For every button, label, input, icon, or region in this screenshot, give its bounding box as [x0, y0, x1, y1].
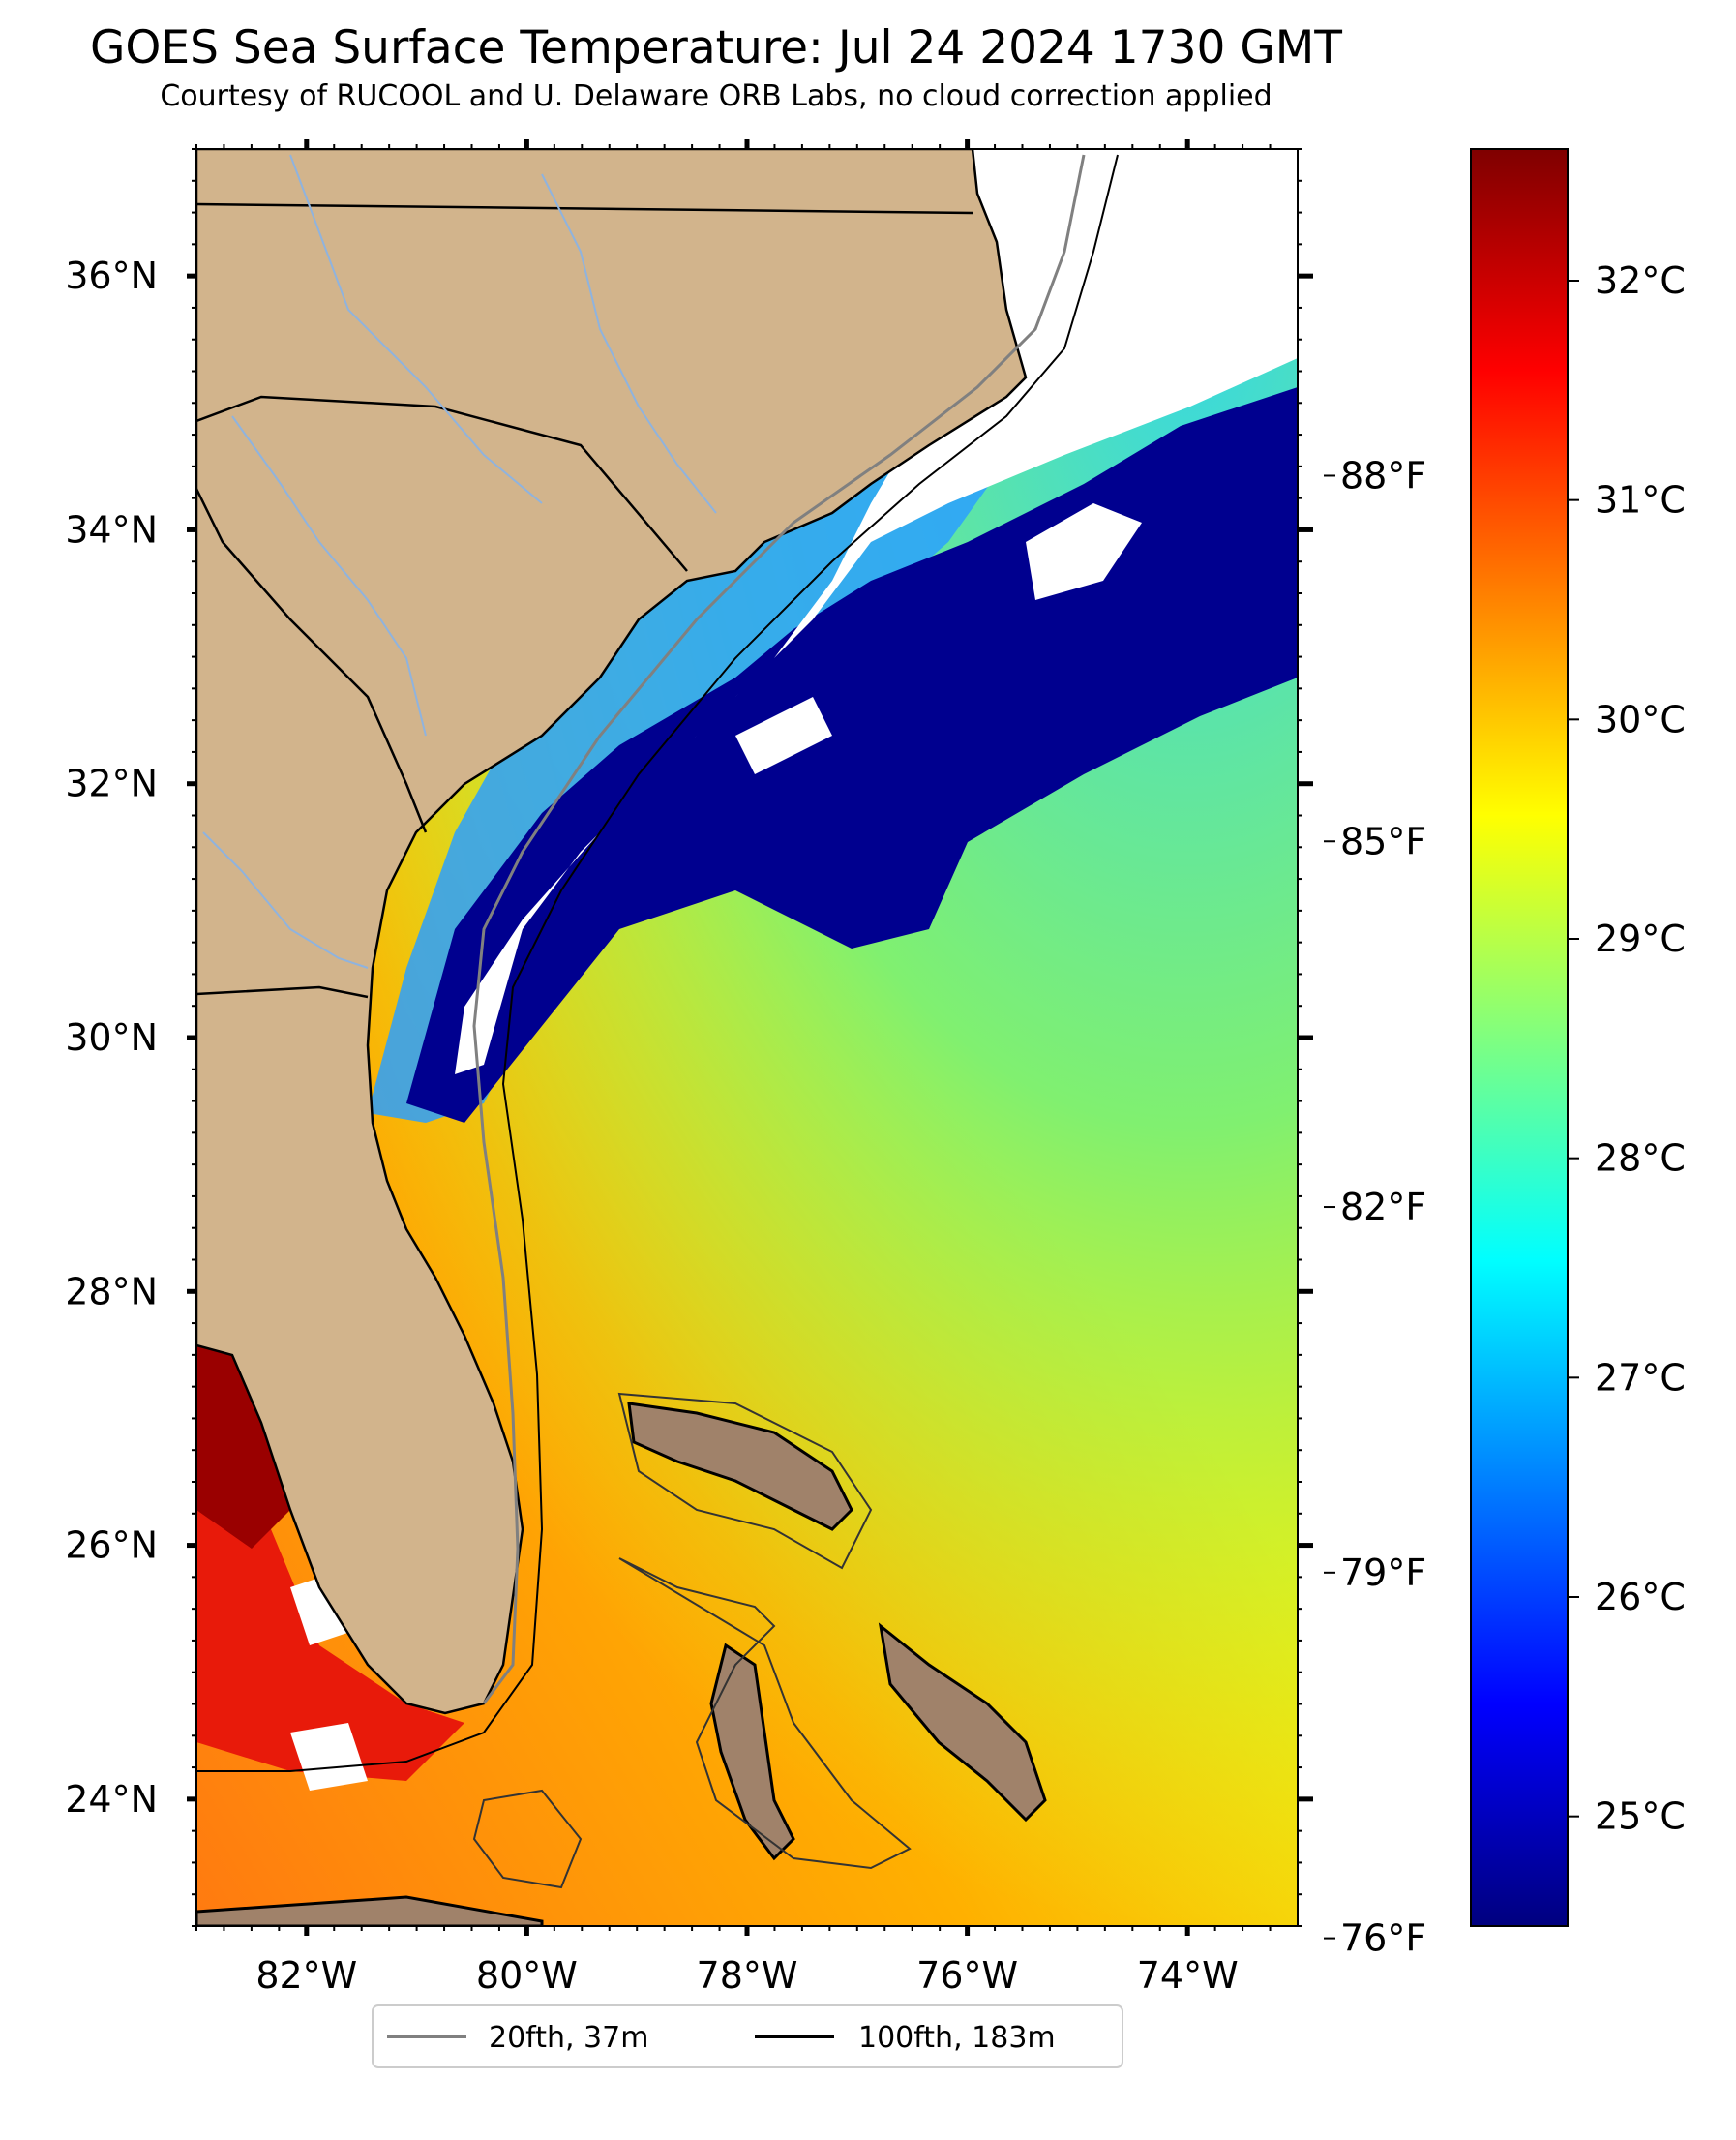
- fahrenheit-tick-label: 85°F: [1340, 820, 1426, 862]
- colorbar-tick-label: 28°C: [1595, 1137, 1686, 1180]
- figure-subtitle: Courtesy of RUCOOL and U. Delaware ORB L…: [160, 79, 1272, 113]
- rivers: [202, 154, 717, 969]
- land-cuba-coast: [196, 1895, 544, 1926]
- fahrenheit-tick-label: 79°F: [1340, 1552, 1426, 1594]
- land-andros: [709, 1643, 795, 1861]
- colorbar-tick-label: 30°C: [1595, 698, 1686, 740]
- lat-tick-label: 24°N: [65, 1778, 158, 1821]
- cloud-region: [735, 697, 832, 774]
- lat-tick-label: 28°N: [65, 1270, 158, 1312]
- colorbar-tick-label: 31°C: [1595, 479, 1686, 522]
- contour-100fth-line: [472, 1789, 583, 1889]
- colorbar-axis: 25°C 26°C 27°C 28°C 29°C 30°C 31°C 32°C: [1568, 259, 1686, 1838]
- lon-tick-label: 76°W: [916, 1954, 1018, 1997]
- lon-tick-label: 82°W: [255, 1954, 357, 1997]
- colorbar-tick-label: 26°C: [1595, 1576, 1686, 1618]
- figure-title: GOES Sea Surface Temperature: Jul 24 202…: [89, 21, 1343, 75]
- fahrenheit-axis: 76°F 79°F 82°F 85°F 88°F: [1324, 454, 1426, 1960]
- land-southeast-us: [196, 149, 1028, 1715]
- longitude-axis: 82°W 80°W 78°W 76°W 74°W: [195, 139, 1272, 1997]
- lat-tick-label: 34°N: [65, 508, 158, 551]
- lat-tick-label: 30°N: [65, 1016, 158, 1059]
- lon-tick-label: 78°W: [697, 1954, 798, 1997]
- legend: 20fth, 37m 100fth, 183m: [372, 2004, 1123, 2068]
- cloud-region: [1026, 503, 1142, 600]
- contour-100fth-line: [196, 154, 1119, 1772]
- colorbar-tick-label: 32°C: [1595, 259, 1686, 302]
- colorbar: [1470, 148, 1569, 1927]
- sst-map: [196, 149, 1298, 1926]
- legend-label-100fth: 100fth, 183m: [858, 2021, 1056, 2055]
- colorbar-tick-label: 29°C: [1595, 918, 1686, 960]
- lon-tick-label: 74°W: [1137, 1954, 1239, 1997]
- fahrenheit-tick-label: 76°F: [1340, 1917, 1426, 1960]
- contour-100fth-line: [618, 1557, 912, 1870]
- land-eleuthera: [878, 1622, 1047, 1823]
- fahrenheit-tick-label: 82°F: [1340, 1186, 1426, 1228]
- legend-box: [372, 2004, 1123, 2068]
- lat-tick-label: 32°N: [65, 763, 158, 805]
- lat-tick-label: 36°N: [65, 255, 158, 297]
- legend-label-20fth: 20fth, 37m: [489, 2021, 648, 2055]
- colorbar-tick-label: 27°C: [1595, 1356, 1686, 1399]
- state-borders: [196, 202, 973, 999]
- lat-tick-label: 26°N: [65, 1524, 158, 1567]
- land-grand-bahama: [627, 1402, 853, 1531]
- contour-20fth-line: [472, 154, 1086, 1704]
- cloud-region: [455, 149, 1298, 1074]
- cloud-region: [290, 1723, 368, 1791]
- contour-100fth-line: [617, 1392, 873, 1570]
- fahrenheit-tick-label: 88°F: [1340, 454, 1426, 497]
- colorbar-tick-label: 25°C: [1595, 1795, 1686, 1838]
- latitude-axis: 24°N 26°N 28°N 30°N 32°N 34°N 36°N: [65, 148, 1313, 1927]
- warm-florida-bay: [196, 1355, 464, 1781]
- lon-tick-label: 80°W: [476, 1954, 578, 1997]
